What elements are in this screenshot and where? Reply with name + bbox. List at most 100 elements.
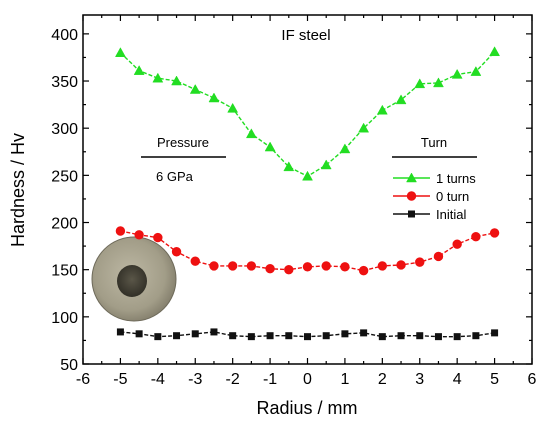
data-point-1-turns: [395, 94, 407, 105]
data-point-initial: [210, 328, 218, 336]
data-point-initial: [472, 332, 480, 340]
y-axis-label: Hardness / Hv: [8, 133, 28, 247]
data-point-1-turns: [152, 72, 164, 83]
y-tick-label: 50: [60, 357, 78, 374]
chart-title: IF steel: [281, 27, 330, 44]
data-point-initial: [416, 332, 424, 340]
data-point-0-turn: [433, 251, 444, 262]
data-point-1-turns: [376, 104, 388, 115]
data-point-initial: [266, 332, 274, 340]
series-layer: [114, 46, 501, 341]
x-tick-label: -3: [188, 371, 202, 388]
x-tick-label: 0: [303, 371, 312, 388]
legend-label: 1 turns: [436, 171, 476, 186]
data-point-0-turn: [321, 261, 331, 271]
data-point-initial: [191, 330, 199, 338]
legend-label: Initial: [436, 207, 466, 222]
data-point-initial: [491, 329, 499, 337]
data-point-initial: [135, 330, 143, 338]
data-point-0-turn: [171, 247, 182, 257]
data-point-1-turns: [433, 77, 444, 88]
series-1-turns: [114, 46, 501, 181]
legend-marker: [406, 172, 417, 183]
turn-annotation: Turn: [392, 135, 477, 158]
data-point-0-turn: [265, 264, 275, 274]
legend: 1 turns 0 turn Initial: [393, 171, 476, 222]
data-point-initial: [397, 332, 405, 340]
x-tick-label: -1: [263, 371, 277, 388]
legend-entry-0-turn: 0 turn: [393, 189, 469, 204]
x-tick-label: -4: [151, 371, 165, 388]
data-point-initial: [285, 332, 293, 340]
x-tick-label: 1: [340, 371, 349, 388]
data-point-1-turns: [227, 102, 239, 113]
data-point-1-turns: [414, 78, 426, 89]
data-point-1-turns: [489, 46, 501, 57]
axis-ticks: -6 -5 -4 -3 -2 -1 0 1 2 3 4 5 6 50 100 150 200 250 300 350 4…: [51, 15, 537, 388]
data-point-1-turns: [245, 128, 257, 139]
turn-header: Turn: [421, 135, 447, 150]
data-point-1-turns: [114, 47, 126, 57]
x-tick-label: 4: [453, 371, 462, 388]
data-point-0-turn: [489, 228, 500, 238]
series-0-turn: [115, 226, 500, 276]
data-point-0-turn: [153, 232, 163, 243]
y-tick-label: 150: [51, 263, 78, 280]
data-point-1-turns: [283, 161, 295, 172]
series-initial: [116, 328, 499, 341]
data-point-initial: [229, 332, 237, 340]
data-point-1-turns: [339, 143, 351, 154]
pressure-value: 6 GPa: [156, 169, 194, 184]
data-point-0-turn: [115, 226, 126, 236]
data-point-0-turn: [415, 257, 425, 267]
legend-label: 0 turn: [436, 189, 469, 204]
x-tick-label: 5: [490, 371, 499, 388]
data-point-0-turn: [452, 239, 462, 249]
x-tick-label: 2: [378, 371, 387, 388]
data-point-1-turns: [189, 84, 201, 94]
x-tick-label: -6: [76, 371, 90, 388]
data-point-initial: [453, 333, 461, 341]
y-tick-label: 250: [51, 168, 78, 185]
data-point-0-turn: [209, 261, 219, 271]
legend-entry-1-turns: 1 turns: [393, 171, 476, 186]
legend-marker: [408, 210, 415, 218]
data-point-initial: [116, 328, 124, 336]
x-tick-label: -2: [226, 371, 240, 388]
y-tick-label: 300: [51, 121, 78, 138]
y-tick-label: 100: [51, 310, 78, 327]
data-point-0-turn: [227, 261, 238, 271]
data-point-0-turn: [377, 261, 388, 271]
sample-disc-photo: [91, 236, 177, 322]
data-point-initial: [360, 329, 368, 337]
data-point-0-turn: [246, 261, 257, 271]
x-tick-label: 3: [415, 371, 424, 388]
data-point-initial: [341, 330, 349, 338]
x-tick-label: -5: [113, 371, 127, 388]
data-point-0-turn: [340, 262, 350, 272]
data-point-1-turns: [302, 170, 313, 181]
y-tick-label: 400: [51, 27, 78, 44]
y-tick-label: 350: [51, 74, 78, 91]
data-point-1-turns: [171, 75, 182, 86]
data-point-1-turns: [320, 159, 332, 170]
data-point-initial: [304, 333, 311, 341]
data-point-1-turns: [358, 122, 370, 133]
pressure-header: Pressure: [157, 135, 209, 150]
data-point-initial: [173, 332, 181, 340]
data-point-initial: [322, 332, 330, 340]
x-axis-label: Radius / mm: [256, 398, 357, 418]
y-tick-label: 200: [51, 216, 78, 233]
data-point-initial: [378, 333, 386, 341]
data-point-initial: [247, 333, 255, 341]
x-tick-label: 6: [528, 371, 537, 388]
data-point-1-turns: [208, 92, 220, 103]
data-point-initial: [154, 333, 162, 341]
legend-marker: [406, 191, 417, 201]
data-point-0-turn: [396, 260, 406, 270]
data-point-0-turn: [358, 265, 369, 276]
data-point-0-turn: [134, 230, 144, 240]
data-point-0-turn: [284, 264, 294, 275]
data-point-1-turns: [470, 66, 482, 76]
